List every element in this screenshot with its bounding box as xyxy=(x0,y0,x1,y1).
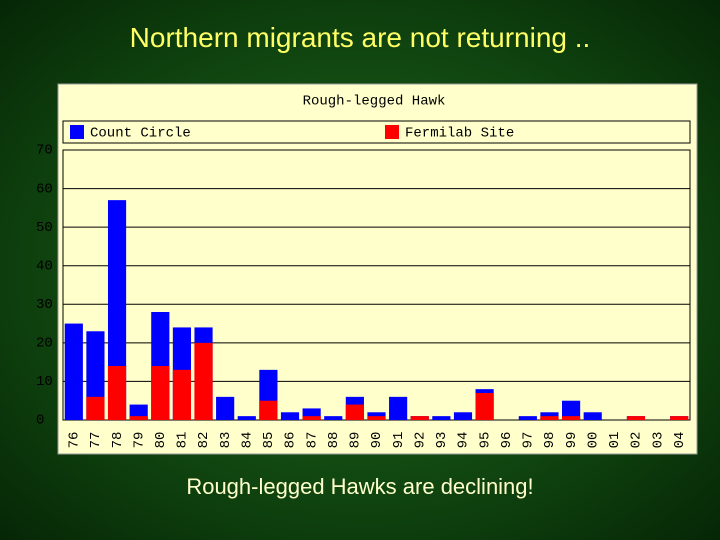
bar xyxy=(367,416,386,420)
bar xyxy=(518,416,537,420)
bar xyxy=(345,404,364,420)
x-tick-label: 90 xyxy=(369,432,385,449)
bar xyxy=(432,416,451,420)
x-tick-label: 76 xyxy=(67,432,83,449)
x-tick-label: 86 xyxy=(283,432,299,449)
x-tick-label: 99 xyxy=(564,432,580,449)
y-tick-label: 70 xyxy=(36,143,53,159)
x-tick-label: 98 xyxy=(542,432,558,449)
x-tick-label: 89 xyxy=(348,432,364,449)
bar xyxy=(389,396,408,420)
x-tick-label: 94 xyxy=(456,432,472,449)
y-tick-label: 20 xyxy=(36,336,53,352)
bar xyxy=(453,412,473,420)
bar xyxy=(216,396,235,420)
bar xyxy=(410,416,429,420)
x-tick-label: 03 xyxy=(650,432,666,449)
x-tick-label: 04 xyxy=(672,432,688,449)
x-tick-label: 97 xyxy=(521,432,537,449)
bar xyxy=(259,400,278,420)
x-tick-label: 88 xyxy=(326,432,342,449)
bar xyxy=(302,408,321,420)
caption: Rough-legged Hawks are declining! xyxy=(186,474,534,499)
x-tick-label: 92 xyxy=(412,432,428,449)
bar xyxy=(129,416,148,420)
chart-title: Rough-legged Hawk xyxy=(303,94,446,110)
bar xyxy=(194,342,213,420)
bar xyxy=(475,393,494,420)
bar xyxy=(583,412,602,420)
x-tick-label: 87 xyxy=(304,432,320,449)
x-tick-label: 82 xyxy=(196,432,212,449)
x-tick-label: 00 xyxy=(585,432,601,449)
legend-swatch xyxy=(70,125,84,139)
bar xyxy=(86,396,105,420)
bar xyxy=(562,416,581,420)
bar xyxy=(562,400,581,420)
y-tick-label: 60 xyxy=(36,181,53,197)
bar xyxy=(237,416,256,420)
bar xyxy=(64,323,83,420)
x-tick-label: 01 xyxy=(607,432,623,449)
x-tick-label: 96 xyxy=(499,432,515,449)
x-tick-label: 02 xyxy=(629,432,645,449)
y-tick-label: 40 xyxy=(36,258,53,274)
y-tick-label: 0 xyxy=(36,413,44,429)
x-tick-label: 80 xyxy=(153,432,169,449)
bar xyxy=(324,416,343,420)
bar xyxy=(172,369,191,420)
x-tick-label: 81 xyxy=(175,432,191,449)
bar xyxy=(280,412,300,420)
bar xyxy=(670,416,689,420)
x-tick-label: 85 xyxy=(261,432,277,449)
x-tick-label: 83 xyxy=(218,432,234,449)
legend-label: Fermilab Site xyxy=(405,126,514,142)
bar xyxy=(107,366,127,420)
x-tick-label: 78 xyxy=(110,432,126,449)
bar xyxy=(302,416,321,420)
y-tick-label: 10 xyxy=(36,374,53,390)
legend-label: Count Circle xyxy=(90,126,191,142)
x-tick-label: 77 xyxy=(88,432,104,449)
y-tick-label: 50 xyxy=(36,220,53,236)
y-tick-label: 30 xyxy=(36,297,53,313)
x-tick-label: 91 xyxy=(391,432,407,449)
legend-swatch xyxy=(385,125,399,139)
bar xyxy=(151,366,170,420)
bar xyxy=(626,416,646,420)
bar xyxy=(107,200,127,420)
x-tick-label: 95 xyxy=(477,432,493,449)
x-tick-label: 79 xyxy=(131,432,147,449)
bar xyxy=(540,416,559,420)
slide-title: Northern migrants are not returning .. xyxy=(129,22,591,53)
x-tick-label: 93 xyxy=(434,432,450,449)
x-tick-label: 84 xyxy=(239,432,255,449)
legend-box xyxy=(62,120,691,144)
